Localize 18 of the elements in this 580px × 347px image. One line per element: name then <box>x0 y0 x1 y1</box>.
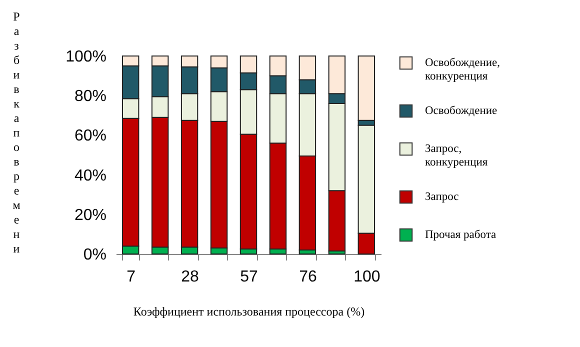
x-tick-label: 76 <box>299 268 317 286</box>
y-tick-label: 40% <box>74 167 106 184</box>
legend-label: Освобождение, конкуренция <box>425 57 500 82</box>
legend-label: Запрос <box>425 191 459 203</box>
legend-label: Освобождение <box>425 105 498 117</box>
y-tick-label: 60% <box>74 128 106 145</box>
y-tick-label: 20% <box>74 206 106 224</box>
x-tick-label: 57 <box>240 268 258 286</box>
x-tick-label: 100 <box>354 268 380 286</box>
x-tick-label: 7 <box>126 268 136 286</box>
y-tick-label: 0% <box>83 246 106 264</box>
y-tick-label: 100% <box>66 48 106 66</box>
legend-label: Прочая работа <box>425 229 496 241</box>
text: Разбивка по времени <box>12 10 20 256</box>
y-tick-label: 80% <box>74 88 106 106</box>
x-axis-title: Коэффициент использования процессора (%) <box>133 304 365 318</box>
legend-label: Запрос, конкуренция <box>425 143 488 168</box>
x-tick-label: 28 <box>181 268 200 286</box>
